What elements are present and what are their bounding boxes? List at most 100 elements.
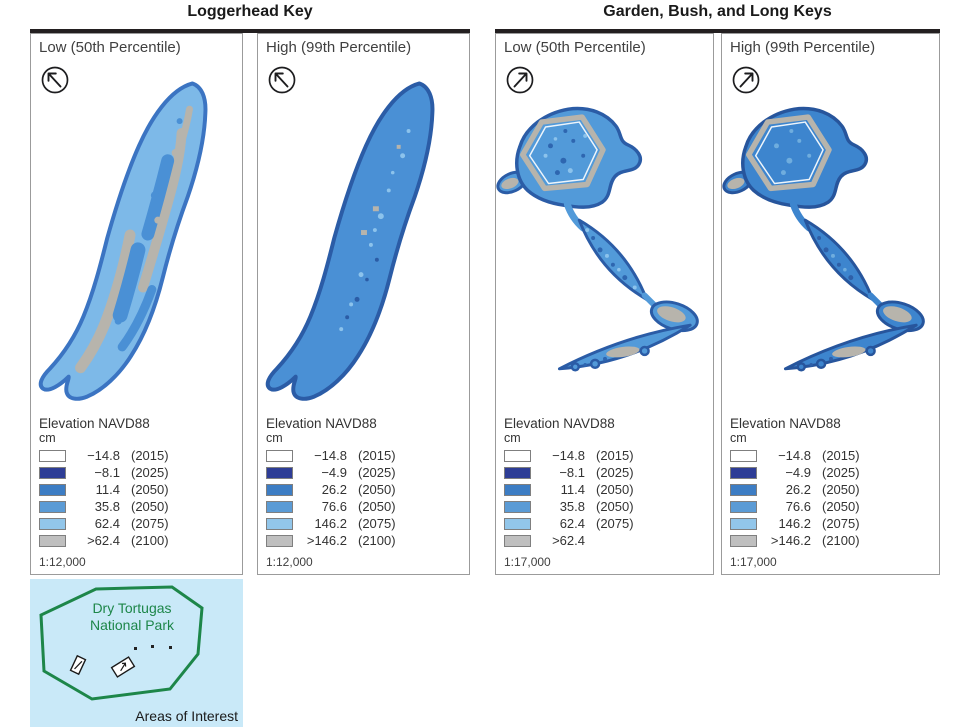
legend-year: (2050): [822, 499, 860, 514]
legend-swatch: [730, 483, 757, 496]
legend-value: >146.2: [770, 533, 811, 548]
legend-year: (2015): [131, 448, 169, 463]
legend-swatch: [730, 500, 757, 513]
column-header-loggerhead: Loggerhead Key: [187, 3, 313, 20]
legend-value: −4.9: [321, 465, 347, 480]
inset-map: Dry Tortugas National Park Areas of Inte…: [30, 579, 243, 727]
panel-title: High (99th Percentile): [266, 39, 412, 56]
legend-row: 76.6 (2050): [730, 498, 931, 515]
legend-row: −14.8 (2015): [266, 447, 461, 464]
legend-title: Elevation NAVD88: [730, 416, 841, 431]
legend-swatch: [504, 500, 531, 513]
legend-value: 146.2: [314, 516, 347, 531]
legend-year: (2015): [358, 448, 396, 463]
legend-year: (2050): [822, 482, 860, 497]
legend-year: (2050): [596, 482, 634, 497]
legend-swatch: [730, 466, 757, 479]
legend-year: (2050): [596, 499, 634, 514]
header-underline: [30, 29, 470, 33]
legend-row: 11.4 (2050): [504, 481, 705, 498]
legend-value: −8.1: [94, 465, 120, 480]
legend-year: (2025): [358, 465, 396, 480]
legend-value: 146.2: [778, 516, 811, 531]
map-area: [496, 56, 713, 416]
scale-text: 1:17,000: [504, 555, 551, 569]
legend-year: (2100): [131, 533, 169, 548]
legend-unit: cm: [39, 431, 56, 445]
legend-swatch: [504, 483, 531, 496]
legend-year: (2100): [358, 533, 396, 548]
park-boundary-map: [39, 585, 204, 701]
legend-row: 76.6 (2050): [266, 498, 461, 515]
legend-value: 62.4: [559, 516, 585, 531]
legend-year: (2075): [822, 516, 860, 531]
legend-row: −8.1 (2025): [39, 464, 234, 481]
legend-swatch: [39, 500, 66, 513]
legend-row: >146.2 (2100): [730, 532, 931, 549]
islet-dot: [169, 646, 172, 649]
legend-swatch: [266, 500, 293, 513]
scale-text: 1:17,000: [730, 555, 777, 569]
legend-value: 26.2: [785, 482, 811, 497]
legend-row: −14.8 (2015): [730, 447, 931, 464]
legend-swatch: [39, 517, 66, 530]
park-label-line1: Dry Tortugas: [92, 600, 172, 616]
legend-swatch: [266, 534, 293, 547]
legend-swatch: [504, 517, 531, 530]
legend-value: 11.4: [95, 482, 120, 497]
legend-swatch: [730, 534, 757, 547]
legend-value: >146.2: [306, 533, 347, 548]
area-box-loggerhead: [69, 654, 87, 676]
legend-swatch: [730, 517, 757, 530]
legend-year: (2025): [131, 465, 169, 480]
legend-row: −4.9 (2025): [730, 464, 931, 481]
island-map: [265, 81, 435, 401]
panel-loggerhead-high: High (99th Percentile) Elevation NAVD88 …: [257, 33, 470, 575]
legend-swatch: [266, 449, 293, 462]
island-map: [496, 106, 699, 372]
legend-row: −14.8 (2015): [504, 447, 705, 464]
islet-dot: [134, 647, 137, 650]
legend-swatch: [730, 449, 757, 462]
legend-row: 26.2 (2050): [266, 481, 461, 498]
legend-year: (2100): [822, 533, 860, 548]
legend-row: 62.4 (2075): [504, 515, 705, 532]
legend-value: 35.8: [559, 499, 585, 514]
legend-row: 11.4 (2050): [39, 481, 234, 498]
legend-year: (2015): [596, 448, 634, 463]
legend-year: (2075): [131, 516, 169, 531]
legend-value: −14.8: [87, 448, 120, 463]
panel-garden-high: High (99th Percentile): [721, 33, 940, 575]
legend-value: 35.8: [94, 499, 120, 514]
legend-swatch: [266, 483, 293, 496]
legend-value: −4.9: [785, 465, 811, 480]
island-map: [722, 106, 925, 372]
legend-row: 146.2 (2075): [730, 515, 931, 532]
legend-value: >62.4: [87, 533, 120, 548]
legend-row: 35.8 (2050): [39, 498, 234, 515]
legend-row: −14.8 (2015): [39, 447, 234, 464]
area-box-garden: [110, 656, 136, 678]
panel-title: Low (50th Percentile): [504, 39, 646, 56]
legend-year: (2075): [358, 516, 396, 531]
legend-value: 76.6: [321, 499, 347, 514]
legend-year: (2025): [596, 465, 634, 480]
legend-value: 76.6: [785, 499, 811, 514]
legend-row: >62.4: [504, 532, 705, 549]
legend: Elevation NAVD88 cm −14.8 (2015) −8.1 (202…: [31, 416, 242, 574]
legend-swatch: [504, 449, 531, 462]
map-area: [722, 56, 939, 416]
legend-value: 62.4: [94, 516, 120, 531]
legend-value: −14.8: [552, 448, 585, 463]
park-label: Dry Tortugas National Park: [66, 600, 198, 634]
legend-value: 11.4: [560, 482, 585, 497]
panel-garden-low: Low (50th Percentile): [495, 33, 714, 575]
legend-swatch: [266, 517, 293, 530]
map-area: [258, 56, 469, 416]
legend-unit: cm: [730, 431, 747, 445]
legend-value: >62.4: [552, 533, 585, 548]
north-arrow-icon: [41, 66, 69, 94]
legend-value: −14.8: [314, 448, 347, 463]
legend-year: (2075): [596, 516, 634, 531]
islet-dot: [151, 645, 154, 648]
